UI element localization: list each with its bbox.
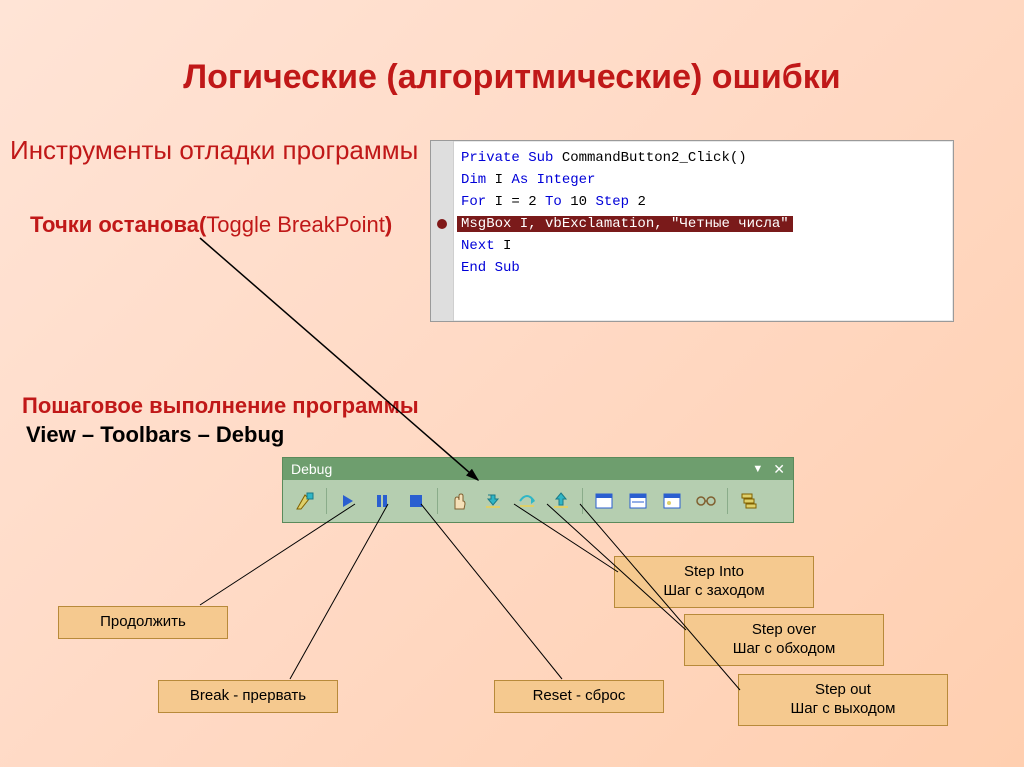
call-stack-icon[interactable] xyxy=(733,485,765,517)
immediate-window-icon[interactable] xyxy=(622,485,654,517)
subtitle-menu-path: View – Toolbars – Debug xyxy=(26,422,284,448)
code-lines: Private Sub CommandButton2_Click()Dim I … xyxy=(461,147,947,279)
callout-break: Break - прервать xyxy=(158,680,338,713)
code-window: Private Sub CommandButton2_Click()Dim I … xyxy=(430,140,954,322)
reset-icon[interactable] xyxy=(400,485,432,517)
locals-window-icon[interactable] xyxy=(588,485,620,517)
code-gutter xyxy=(431,141,454,321)
callout-step-over-l1: Step over xyxy=(752,621,816,638)
callout-step-out-l2: Шаг с выходом xyxy=(791,700,896,717)
slide: Логические (алгоритмические) ошибки Инст… xyxy=(0,0,1024,767)
toolbar-close-icon[interactable]: ✕ xyxy=(773,458,785,480)
quick-watch-icon[interactable] xyxy=(690,485,722,517)
callout-step-into-l2: Шаг с заходом xyxy=(663,582,764,599)
subtitle-breakpoint: Точки останова(Toggle BreakPoint) xyxy=(30,212,392,238)
subtitle-breakpoint-close: ) xyxy=(385,212,392,237)
debug-toolbar-titlebar[interactable]: Debug ▼ ✕ xyxy=(283,458,793,480)
debug-toolbar-title: Debug xyxy=(291,458,332,480)
callout-step-into: Step Into Шаг с заходом xyxy=(614,556,814,608)
callout-step-out-l1: Step out xyxy=(815,681,871,698)
toolbar-dropdown-icon[interactable]: ▼ xyxy=(752,458,763,480)
callout-step-into-l1: Step Into xyxy=(684,563,744,580)
subtitle-step: Пошаговое выполнение программы xyxy=(22,393,419,419)
debug-toolbar: Debug ▼ ✕ xyxy=(282,457,794,523)
watch-window-icon[interactable] xyxy=(656,485,688,517)
design-mode-icon[interactable] xyxy=(289,485,321,517)
step-over-icon[interactable] xyxy=(511,485,543,517)
breakpoint-dot-icon xyxy=(437,219,447,229)
callout-reset: Reset - сброс xyxy=(494,680,664,713)
subtitle-tools: Инструменты отладки программы xyxy=(10,135,418,166)
slide-title: Логические (алгоритмические) ошибки xyxy=(0,58,1024,97)
subtitle-breakpoint-bold: Точки останова( xyxy=(30,212,206,237)
callout-continue: Продолжить xyxy=(58,606,228,639)
continue-icon[interactable] xyxy=(332,485,364,517)
break-icon[interactable] xyxy=(366,485,398,517)
callout-step-out: Step out Шаг с выходом xyxy=(738,674,948,726)
step-into-icon[interactable] xyxy=(477,485,509,517)
toggle-breakpoint-icon[interactable] xyxy=(443,485,475,517)
callout-step-over: Step over Шаг с обходом xyxy=(684,614,884,666)
subtitle-breakpoint-paren: Toggle BreakPoint xyxy=(206,212,385,237)
callout-step-over-l2: Шаг с обходом xyxy=(733,640,836,657)
debug-toolbar-body xyxy=(283,480,793,522)
step-out-icon[interactable] xyxy=(545,485,577,517)
